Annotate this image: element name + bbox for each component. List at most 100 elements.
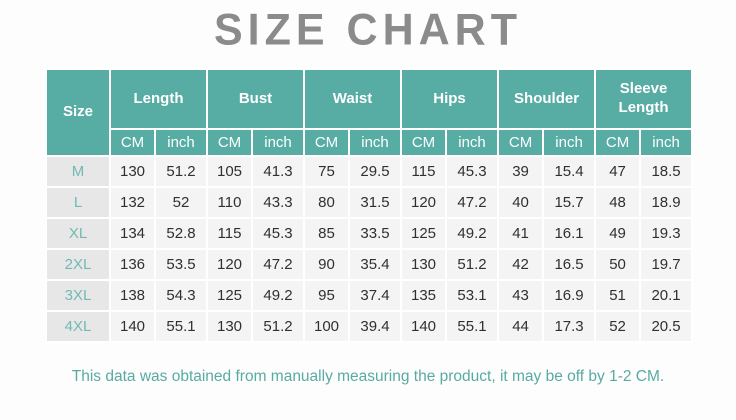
column-group-sleeve-length: Sleeve Length — [594, 68, 694, 131]
value-cell: 49 — [594, 217, 642, 251]
value-cell: 51.2 — [445, 248, 500, 282]
value-cell: 53.1 — [445, 279, 500, 313]
value-cell: 19.7 — [639, 248, 694, 282]
unit-header-inch: inch — [639, 128, 694, 158]
value-cell: 130 — [400, 248, 448, 282]
value-cell: 44 — [497, 310, 545, 344]
value-cell: 39 — [497, 155, 545, 189]
unit-header-cm: CM — [594, 128, 642, 158]
value-cell: 48 — [594, 186, 642, 220]
size-cell: XL — [45, 217, 111, 251]
unit-header-cm: CM — [400, 128, 448, 158]
table-row: L 132 52 110 43.3 80 31.5 120 47.2 40 15.7 48 18.9 — [45, 186, 694, 220]
column-group-bust: Bust — [206, 68, 305, 131]
column-group-hips: Hips — [400, 68, 500, 131]
value-cell: 16.5 — [542, 248, 597, 282]
value-cell: 136 — [109, 248, 156, 282]
value-cell: 134 — [109, 217, 156, 251]
value-cell: 54.3 — [154, 279, 208, 313]
size-cell: M — [45, 155, 111, 189]
value-cell: 115 — [400, 155, 448, 189]
value-cell: 130 — [109, 155, 156, 189]
value-cell: 20.5 — [639, 310, 694, 344]
table-row: 2XL 136 53.5 120 47.2 90 35.4 130 51.2 42 16.5 50 19… — [45, 248, 694, 282]
value-cell: 140 — [400, 310, 448, 344]
value-cell: 33.5 — [347, 217, 403, 251]
value-cell: 47.2 — [445, 186, 500, 220]
value-cell: 18.9 — [639, 186, 694, 220]
unit-header-inch: inch — [251, 128, 305, 158]
table-header: Size Length Bust Waist Hips Shoulder Sle… — [45, 68, 694, 158]
value-cell: 52.8 — [154, 217, 208, 251]
value-cell: 16.1 — [542, 217, 597, 251]
size-cell: L — [45, 186, 111, 220]
unit-header-cm: CM — [497, 128, 545, 158]
value-cell: 120 — [400, 186, 448, 220]
page-title: SIZE CHART — [214, 5, 522, 56]
value-cell: 20.1 — [639, 279, 694, 313]
size-column-header: Size — [45, 68, 111, 158]
value-cell: 35.4 — [347, 248, 403, 282]
table-row: XL 134 52.8 115 45.3 85 33.5 125 49.2 41 16.1 49 19.… — [45, 217, 694, 251]
value-cell: 125 — [400, 217, 448, 251]
value-cell: 41.3 — [251, 155, 305, 189]
value-cell: 80 — [303, 186, 350, 220]
value-cell: 49.2 — [445, 217, 500, 251]
header-group-row: Size Length Bust Waist Hips Shoulder Sle… — [45, 68, 694, 158]
measurement-note: This data was obtained from manually mea… — [71, 368, 665, 386]
value-cell: 55.1 — [445, 310, 500, 344]
size-cell: 4XL — [45, 310, 111, 344]
value-cell: 16.9 — [542, 279, 597, 313]
value-cell: 15.4 — [542, 155, 597, 189]
value-cell: 45.3 — [251, 217, 305, 251]
value-cell: 43 — [497, 279, 545, 313]
column-group-length: Length — [109, 68, 208, 131]
unit-header-cm: CM — [109, 128, 156, 158]
unit-header-cm: CM — [303, 128, 350, 158]
table-body: M 130 51.2 105 41.3 75 29.5 115 45.3 39 15.4 47 18.5… — [45, 155, 694, 344]
value-cell: 37.4 — [347, 279, 403, 313]
value-cell: 53.5 — [154, 248, 208, 282]
value-cell: 29.5 — [347, 155, 403, 189]
value-cell: 18.5 — [639, 155, 694, 189]
size-chart-table: Size Length Bust Waist Hips Shoulder Sle… — [45, 68, 694, 344]
value-cell: 120 — [206, 248, 253, 282]
unit-header-inch: inch — [347, 128, 403, 158]
value-cell: 138 — [109, 279, 156, 313]
value-cell: 39.4 — [347, 310, 403, 344]
value-cell: 42 — [497, 248, 545, 282]
column-group-waist: Waist — [302, 68, 403, 131]
value-cell: 43.3 — [251, 186, 305, 220]
value-cell: 110 — [206, 186, 253, 220]
value-cell: 95 — [303, 279, 350, 313]
value-cell: 45.3 — [445, 155, 500, 189]
value-cell: 55.1 — [154, 310, 208, 344]
value-cell: 140 — [109, 310, 156, 344]
size-cell: 3XL — [45, 279, 111, 313]
table-row: 4XL 140 55.1 130 51.2 100 39.4 140 55.1 44 17.3 52 2… — [45, 310, 694, 344]
unit-header-inch: inch — [542, 128, 597, 158]
table-row: 3XL 138 54.3 125 49.2 95 37.4 135 53.1 43 16.9 51 20… — [45, 279, 694, 313]
value-cell: 40 — [497, 186, 545, 220]
value-cell: 135 — [400, 279, 448, 313]
header-units-row: CM inch CM inch CM inch CM inch CM inch … — [46, 128, 694, 158]
value-cell: 31.5 — [347, 186, 403, 220]
value-cell: 51.2 — [154, 155, 208, 189]
value-cell: 51 — [594, 279, 642, 313]
value-cell: 125 — [206, 279, 253, 313]
value-cell: 51.2 — [251, 310, 305, 344]
size-cell: 2XL — [45, 248, 111, 282]
value-cell: 47 — [594, 155, 642, 189]
value-cell: 85 — [303, 217, 350, 251]
value-cell: 52 — [154, 186, 208, 220]
value-cell: 19.3 — [639, 217, 694, 251]
value-cell: 41 — [497, 217, 545, 251]
value-cell: 105 — [206, 155, 253, 189]
value-cell: 52 — [594, 310, 642, 344]
value-cell: 50 — [594, 248, 642, 282]
value-cell: 15.7 — [542, 186, 597, 220]
value-cell: 115 — [206, 217, 253, 251]
unit-header-inch: inch — [445, 128, 500, 158]
unit-header-cm: CM — [206, 128, 253, 158]
